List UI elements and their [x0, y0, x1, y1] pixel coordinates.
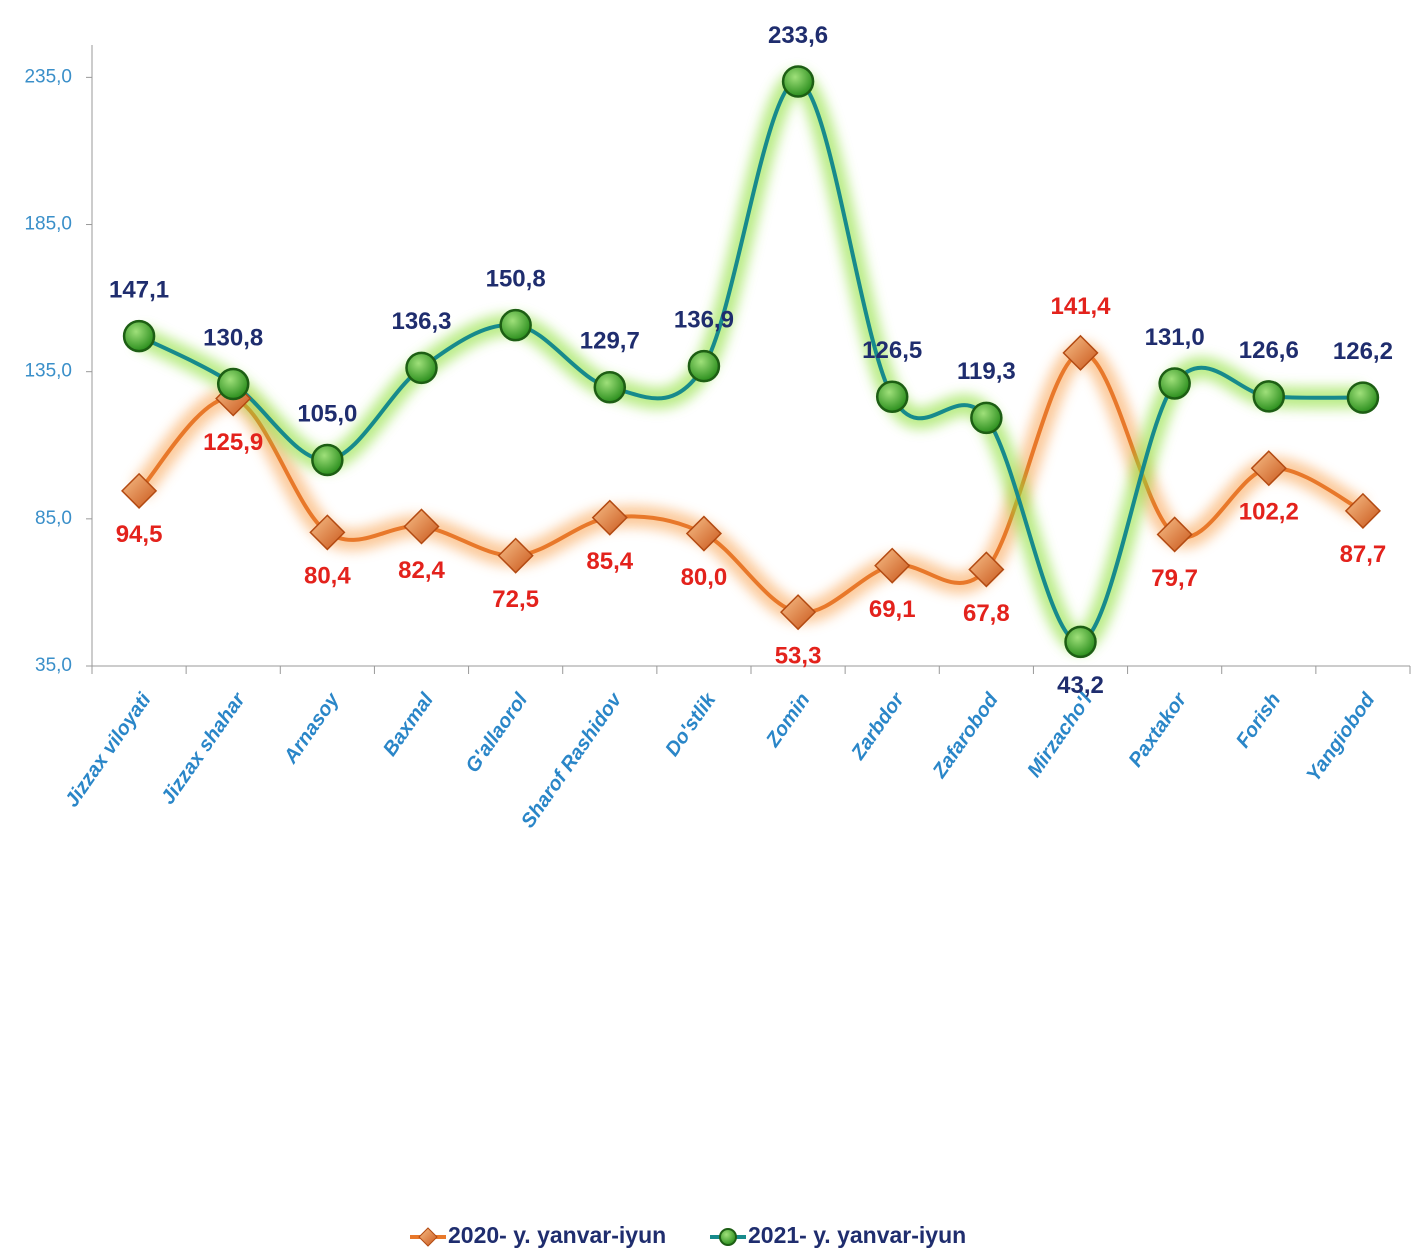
diamond-marker — [780, 594, 817, 631]
x-tick-label: Yangiobod — [1302, 689, 1379, 786]
legend-diamond — [418, 1227, 438, 1247]
x-tick-label: Zafarobod — [928, 689, 1003, 783]
data-label: 126,5 — [862, 337, 922, 364]
data-label: 94,5 — [116, 521, 163, 548]
data-label: 80,0 — [681, 564, 728, 591]
circle-marker — [1252, 380, 1286, 413]
circle-marker — [593, 371, 627, 404]
circle-marker — [122, 319, 156, 353]
x-tick-label: Forish — [1232, 689, 1285, 752]
y-tick-label: 235,0 — [24, 66, 72, 87]
circle-marker — [1346, 381, 1380, 414]
x-tick-label: Baxmal — [379, 689, 438, 760]
data-label: 67,8 — [963, 600, 1010, 627]
x-tick-label: Jizzax shahar — [157, 688, 250, 808]
data-label: 43,2 — [1057, 672, 1104, 699]
circle-marker — [499, 308, 532, 342]
x-tick-label: Do'stlik — [661, 689, 720, 761]
data-label: 119,3 — [957, 358, 1016, 385]
data-label: 141,4 — [1050, 293, 1111, 320]
x-tick-label: Paxtakor — [1125, 688, 1192, 771]
data-label: 147,1 — [109, 276, 169, 303]
diamond-marker — [591, 499, 628, 536]
data-label: 87,7 — [1340, 541, 1387, 568]
data-label: 53,3 — [775, 642, 822, 669]
x-tick-label: Zarbdor — [847, 688, 910, 764]
data-label: 136,3 — [391, 308, 451, 335]
diamond-marker — [403, 508, 440, 545]
diamond-marker — [1062, 334, 1099, 371]
data-label: 82,4 — [398, 557, 445, 584]
data-label: 105,0 — [297, 400, 357, 427]
data-label: 233,6 — [768, 22, 828, 49]
data-label: 80,4 — [304, 563, 351, 590]
diamond-marker — [1250, 450, 1287, 487]
circle-marker — [405, 351, 438, 385]
data-label: 79,7 — [1151, 565, 1198, 592]
diamond-marker — [121, 472, 158, 509]
circle-marker — [875, 380, 909, 413]
legend-label: 2020- y. yanvar-iyun — [448, 1222, 666, 1248]
diamond-marker — [497, 537, 534, 574]
x-tick-label: Arnasoy — [279, 689, 344, 769]
data-label: 129,7 — [580, 328, 640, 355]
circle-marker — [1158, 367, 1191, 400]
data-label: 150,8 — [486, 266, 546, 293]
legend-circle — [719, 1228, 737, 1246]
x-tick-label: Zomin — [761, 689, 814, 752]
diamond-marker — [309, 514, 346, 551]
x-tick-label: G'allaorol — [462, 689, 533, 777]
y-tick-label: 85,0 — [35, 508, 72, 529]
x-tick-label: Jizzax viloyati — [61, 689, 156, 811]
circle-marker — [970, 401, 1003, 435]
circle-marker — [216, 367, 250, 401]
circle-marker — [311, 443, 344, 477]
diamond-marker — [874, 547, 911, 584]
data-label: 131,0 — [1145, 324, 1205, 351]
legend-label: 2021- y. yanvar-iyun — [748, 1222, 966, 1248]
x-tick-label: Mirzacho'l — [1023, 689, 1097, 781]
data-label: 126,6 — [1239, 337, 1299, 364]
data-label: 126,2 — [1333, 338, 1393, 365]
y-tick-label: 35,0 — [35, 655, 72, 676]
data-label: 125,9 — [203, 429, 263, 456]
y-tick-label: 185,0 — [24, 214, 72, 235]
data-label: 102,2 — [1239, 499, 1299, 526]
data-label: 130,8 — [203, 324, 263, 351]
y-tick-label: 135,0 — [24, 361, 72, 382]
diamond-marker — [968, 551, 1005, 588]
data-label: 69,1 — [869, 596, 916, 623]
data-label: 85,4 — [586, 548, 633, 575]
line-glow — [134, 70, 1364, 653]
data-label: 72,5 — [492, 586, 539, 613]
diamond-marker — [685, 515, 722, 552]
diamond-marker — [1156, 516, 1193, 553]
circle-marker — [781, 65, 815, 98]
data-label: 136,9 — [674, 306, 734, 333]
x-tick-label: Sharof Rashidov — [517, 688, 627, 832]
circle-marker — [1064, 625, 1097, 659]
circle-marker — [687, 349, 721, 383]
diamond-marker — [1344, 492, 1381, 529]
